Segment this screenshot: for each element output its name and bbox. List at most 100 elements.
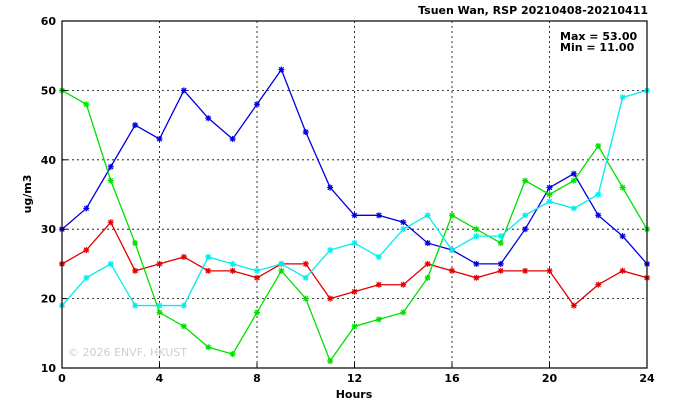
- data-point: [278, 260, 285, 267]
- data-point: [449, 212, 455, 219]
- data-point: [205, 253, 212, 260]
- data-point: [83, 205, 90, 212]
- data-point: [351, 323, 358, 330]
- data-point: [107, 163, 114, 170]
- data-point: [229, 267, 236, 274]
- data-point: [278, 267, 285, 274]
- tick-label-layer: 0 4 8 12 16 20 24 10 20 30 40 50 60: [41, 15, 655, 385]
- data-point: [107, 260, 114, 267]
- data-point: [449, 267, 455, 274]
- data-point: [327, 295, 334, 302]
- data-point: [570, 302, 577, 309]
- data-point: [302, 295, 309, 302]
- data-point: [302, 260, 309, 267]
- data-point: [522, 212, 529, 219]
- data-point: [375, 316, 382, 323]
- watermark: © 2026 ENVF, HKUST: [68, 346, 187, 359]
- x-tick-label: 24: [639, 372, 655, 385]
- data-point: [205, 344, 212, 351]
- y-tick-label: 20: [41, 293, 57, 306]
- x-tick-label: 8: [253, 372, 261, 385]
- data-point: [180, 302, 187, 309]
- data-point: [156, 135, 163, 142]
- data-point: [180, 253, 187, 260]
- x-tick-label: 12: [347, 372, 362, 385]
- data-point: [83, 274, 90, 281]
- data-point: [546, 198, 553, 205]
- data-point: [132, 240, 139, 247]
- data-point: [302, 129, 309, 136]
- data-point: [546, 184, 553, 191]
- data-point: [473, 260, 480, 267]
- data-point: [570, 177, 577, 184]
- data-point: [107, 219, 114, 226]
- data-point: [132, 122, 139, 129]
- data-point: [497, 267, 504, 274]
- data-point: [473, 274, 480, 281]
- data-point: [400, 226, 407, 233]
- data-point: [351, 288, 358, 295]
- min-label: Min = 11.00: [560, 41, 635, 54]
- data-point: [424, 274, 431, 281]
- data-point: [180, 87, 187, 94]
- data-point: [156, 309, 163, 316]
- data-point: [570, 170, 577, 177]
- data-point: [375, 281, 382, 288]
- data-point: [522, 267, 529, 274]
- data-point: [400, 219, 407, 226]
- data-point: [400, 281, 407, 288]
- data-point: [205, 115, 212, 122]
- data-point: [473, 226, 480, 233]
- data-point: [546, 267, 553, 274]
- data-point: [156, 260, 163, 267]
- data-point: [302, 274, 309, 281]
- data-point: [400, 309, 407, 316]
- data-point: [132, 267, 139, 274]
- data-point: [619, 184, 626, 191]
- data-point: [595, 212, 602, 219]
- data-point: [424, 212, 431, 219]
- data-point: [229, 260, 236, 267]
- data-point: [619, 233, 626, 240]
- x-tick-label: 20: [542, 372, 558, 385]
- data-point: [497, 233, 504, 240]
- data-point: [449, 247, 455, 254]
- data-point: [546, 191, 553, 198]
- marker-layer: [59, 66, 650, 365]
- data-point: [619, 94, 626, 101]
- data-point: [522, 177, 529, 184]
- data-point: [375, 253, 382, 260]
- y-tick-label: 60: [41, 15, 57, 28]
- data-point: [595, 142, 602, 149]
- data-point: [619, 267, 626, 274]
- data-point: [180, 323, 187, 330]
- data-point: [254, 274, 260, 281]
- y-tick-label: 40: [41, 154, 57, 167]
- max-label: Max = 53.00: [560, 30, 637, 43]
- series-line-3: [61, 89, 648, 363]
- data-point: [254, 309, 260, 316]
- x-tick-label: 4: [156, 372, 164, 385]
- data-point: [595, 281, 602, 288]
- data-point: [522, 226, 529, 233]
- data-point: [424, 240, 431, 247]
- data-point: [424, 260, 431, 267]
- data-point: [156, 302, 163, 309]
- data-point: [375, 212, 382, 219]
- data-point: [83, 247, 90, 254]
- x-axis-title: Hours: [336, 388, 373, 401]
- x-tick-label: 0: [58, 372, 66, 385]
- data-point: [327, 358, 334, 365]
- y-tick-label: 50: [41, 84, 57, 97]
- data-point: [351, 212, 358, 219]
- data-point: [205, 267, 212, 274]
- data-point: [351, 240, 358, 247]
- y-tick-label: 10: [41, 362, 57, 375]
- data-point: [107, 177, 114, 184]
- data-point: [327, 247, 334, 254]
- data-point: [254, 267, 260, 274]
- data-point: [83, 101, 90, 108]
- x-tick-label: 16: [444, 372, 460, 385]
